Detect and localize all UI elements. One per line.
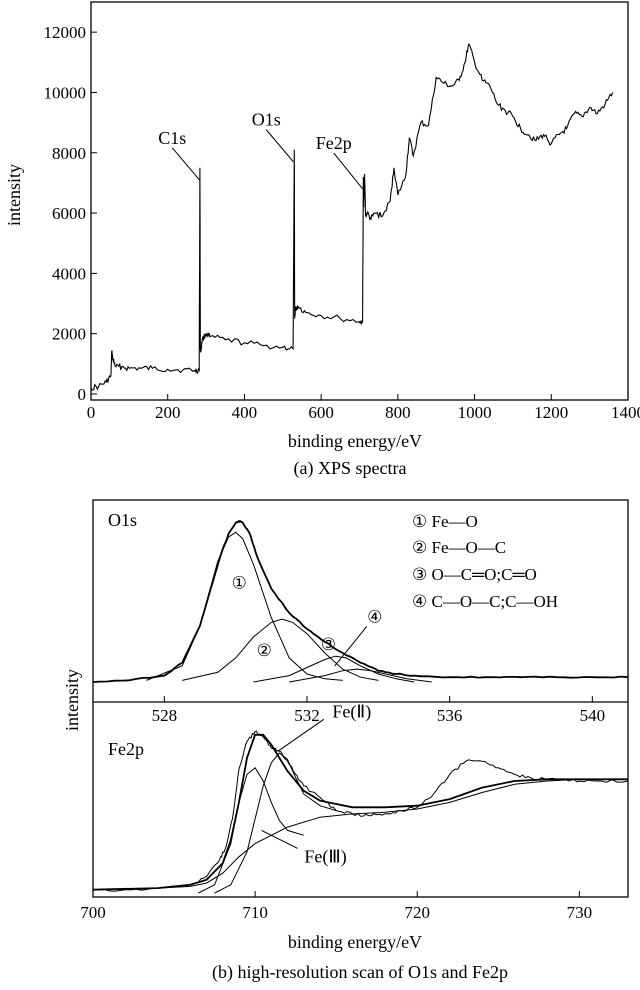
survey-xtick-label-4: 800 [385, 403, 411, 422]
survey-ytick-label-0: 0 [78, 385, 87, 404]
o1s-series-4 [289, 668, 432, 683]
o1s-panel-label: O1s [108, 510, 137, 530]
o1s-xtick-label-0: 528 [152, 706, 178, 725]
survey-annotation-c1s: C1s [158, 128, 186, 148]
o1s-series-2 [182, 618, 379, 681]
survey-xtick-label-2: 400 [232, 403, 258, 422]
o1s-peak-marker-4: ④ [367, 607, 382, 626]
fe2p-annotation-0: Fe(Ⅱ) [332, 701, 371, 722]
fe2p-xtick-label-0: 700 [80, 903, 106, 922]
fe2p-series-1 [92, 733, 628, 891]
b-frame [92, 499, 629, 898]
o1s-legend-1: ① Fe—O [412, 512, 478, 531]
fe2p-annotation-1: Fe(Ⅲ) [304, 846, 346, 867]
survey-annotation-leader-2 [333, 152, 364, 190]
o1s-peak-marker-2: ② [257, 641, 272, 660]
b-xlabel: binding energy/eV [288, 932, 422, 952]
survey-annotation-fe2p: Fe2p [316, 133, 352, 153]
survey-annotation-leader-0 [171, 147, 200, 181]
fe2p-series-4 [198, 767, 304, 894]
survey-caption: (a) XPS spectra [294, 458, 407, 479]
survey-xtick-label-1: 200 [155, 403, 181, 422]
survey-xtick-label-0: 0 [87, 403, 96, 422]
o1s-xtick-label-2: 536 [437, 706, 463, 725]
o1s-marker-4-leader [334, 626, 368, 667]
o1s-xtick-label-1: 532 [294, 706, 320, 725]
fe2p-panel-label: Fe2p [108, 739, 144, 759]
o1s-chart: 528 532 536 540 ① ② ③ ④ [92, 499, 629, 898]
o1s-series-1 [146, 531, 343, 681]
o1s-legend-4: ④ C—O—C;C—OH [412, 592, 558, 611]
b-caption: (b) high-resolution scan of O1s and Fe2p [212, 962, 508, 983]
survey-xtick-label-3: 600 [308, 403, 334, 422]
survey-ytick-label-1: 2000 [52, 325, 86, 344]
survey-ytick-label-2: 4000 [52, 264, 86, 283]
survey-ytick-label-4: 8000 [52, 144, 86, 163]
survey-xlabel: binding energy/eV [288, 431, 422, 451]
survey-ytick-label-5: 10000 [44, 83, 87, 102]
o1s-series-3 [253, 655, 415, 683]
fe2p-chart: 700 710 720 730 Fe(Ⅱ) Fe(Ⅲ) [80, 701, 629, 922]
survey-xtick-label-5: 1000 [458, 403, 492, 422]
survey-annotation-leader-1 [265, 129, 294, 163]
survey-frame [90, 1, 629, 401]
fe2p-annotation-leader-0 [277, 718, 325, 752]
survey-annotation-o1s: O1s [252, 110, 281, 130]
fe2p-xtick-label-1: 710 [242, 903, 268, 922]
o1s-peak-marker-1: ① [232, 574, 247, 593]
fe2p-series-2 [92, 778, 628, 891]
survey-xtick-label-6: 1200 [534, 403, 568, 422]
fe2p-annotation-leader-1 [261, 829, 298, 849]
fe2p-series-3 [214, 752, 337, 894]
survey-ylabel: intensity [4, 164, 24, 226]
o1s-xtick-label-3: 540 [580, 706, 606, 725]
o1s-legend-2: ② Fe—O—C [412, 538, 506, 557]
survey-ytick-label-6: 12000 [44, 23, 87, 42]
fe2p-xtick-label-3: 730 [567, 903, 593, 922]
b-ylabel: intensity [62, 669, 82, 731]
o1s-legend-3: ③ O—C═O;C═O [412, 565, 537, 584]
survey-spectrum-line [90, 43, 614, 391]
o1s-peak-marker-3: ③ [321, 635, 336, 654]
survey-ytick-label-3: 6000 [52, 204, 86, 223]
fe2p-series-0 [93, 730, 629, 892]
fe2p-xtick-label-2: 720 [404, 903, 430, 922]
